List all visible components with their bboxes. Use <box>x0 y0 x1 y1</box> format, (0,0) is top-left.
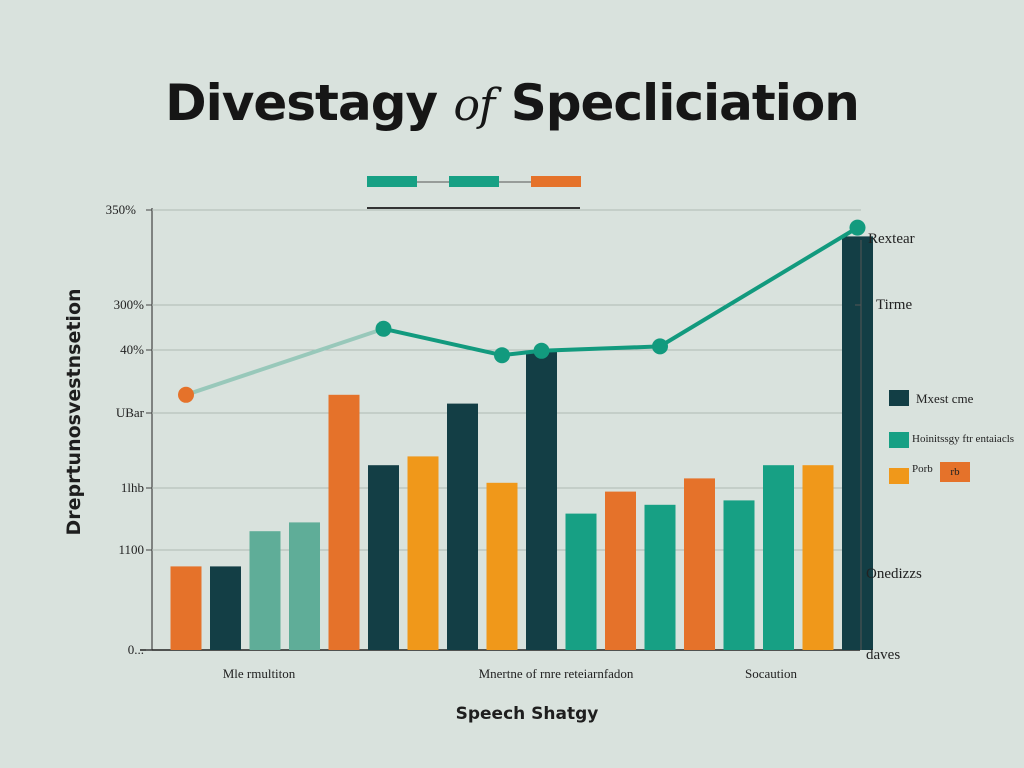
bar <box>842 236 873 650</box>
right-label-1: Rextear <box>868 231 915 247</box>
chart-title: Divestagy of Specliciation <box>165 74 859 132</box>
strip-swatch-orange <box>531 176 581 187</box>
line-point <box>533 342 550 359</box>
y-tick-label: 300% <box>114 297 145 312</box>
bar <box>605 491 636 650</box>
x-axis-label: Speech Shatgy <box>456 704 599 724</box>
right-label-4: daves <box>866 647 900 663</box>
bar <box>802 465 834 650</box>
y-tick-label: 0... <box>128 642 144 657</box>
line-point <box>494 347 510 364</box>
line-point <box>849 219 866 236</box>
y-tick-label: UBar <box>116 405 145 420</box>
line-segment-faint <box>184 326 386 397</box>
legend-label-3: Porb <box>912 463 933 475</box>
legend-label-1: Mxest cme <box>916 391 974 406</box>
legend-swatch-3 <box>889 468 909 484</box>
y-tick-label: 350% <box>106 202 137 217</box>
legend-swatch-1 <box>889 390 909 406</box>
legend: Mxest cme Hoinitssgy ftr entaiacls Porb … <box>889 390 1014 484</box>
trend-line <box>178 219 866 403</box>
bar <box>644 504 676 650</box>
bar <box>289 522 320 650</box>
y-tick-label: 1100 <box>118 542 144 557</box>
right-label-3: Onedizzs <box>866 566 922 582</box>
bar <box>407 456 439 650</box>
strip-swatch-teal-2 <box>449 176 499 187</box>
group-label-1: Mle rmultiton <box>223 666 296 681</box>
y-tick-label: 1lhb <box>121 480 144 495</box>
right-label-2: Tirme <box>876 297 912 313</box>
bars <box>170 236 873 650</box>
line-path <box>381 225 860 358</box>
bar <box>723 500 755 650</box>
bar <box>249 531 281 650</box>
bar <box>210 566 241 650</box>
legend-label-4: rb <box>950 466 960 478</box>
bar <box>328 394 360 650</box>
line-point <box>652 338 668 355</box>
bar <box>447 403 478 650</box>
group-label-2: Mnertne of rnre reteiarnfadon <box>479 666 634 681</box>
legend-swatch-2 <box>889 432 909 448</box>
bar <box>684 478 715 650</box>
y-tick-label: 40% <box>120 342 144 357</box>
strip-swatch-teal-1 <box>367 176 417 187</box>
line-point <box>178 386 194 403</box>
bar <box>368 465 399 650</box>
bar <box>526 350 557 650</box>
legend-swatch-4 <box>940 462 970 482</box>
y-ticks: 350% 300% 40% UBar 1lhb 1100 0... <box>106 202 145 657</box>
bar <box>486 482 518 650</box>
bar <box>170 566 202 650</box>
bar <box>763 465 794 650</box>
line-point <box>375 320 392 337</box>
y-axis-label: Dreprtunosvestnsetion <box>63 288 85 535</box>
legend-label-2: Hoinitssgy ftr entaiacls <box>912 433 1014 445</box>
group-label-3: Socaution <box>745 666 797 681</box>
title-legend-strip <box>367 176 581 209</box>
bar <box>565 513 597 650</box>
